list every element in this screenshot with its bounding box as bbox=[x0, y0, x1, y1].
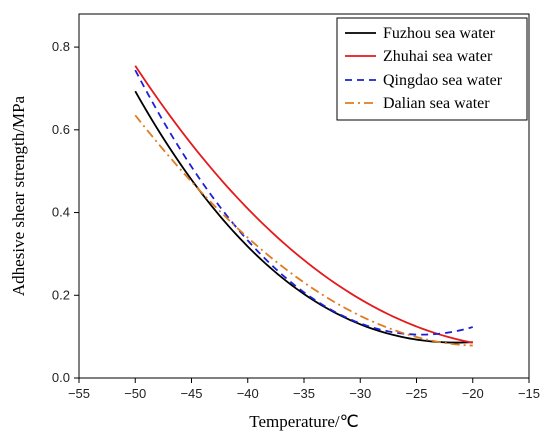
x-axis-title: Temperature/℃ bbox=[249, 412, 358, 431]
y-tick-label: 0.0 bbox=[52, 370, 70, 385]
y-tick-label: 0.2 bbox=[52, 287, 70, 302]
legend-label-fuzhou: Fuzhou sea water bbox=[383, 25, 496, 42]
legend-label-zhuhai: Zhuhai sea water bbox=[383, 48, 493, 65]
series-line-zhuhai bbox=[134, 65, 473, 344]
series-line-fuzhou bbox=[134, 90, 473, 344]
x-tick-label: −45 bbox=[180, 386, 202, 401]
x-tick-label: −40 bbox=[237, 386, 259, 401]
series-line-dalian bbox=[134, 114, 473, 347]
y-axis-title: Adhesive shear strength/MPa bbox=[9, 95, 28, 296]
x-tick-label: −50 bbox=[124, 386, 146, 401]
x-axis: −55 −50 −45 −40 −35 −30 −25 −20 −15 bbox=[68, 378, 540, 401]
series-layer bbox=[134, 65, 473, 347]
x-tick-label: −20 bbox=[462, 386, 484, 401]
x-tick-label: −25 bbox=[405, 386, 427, 401]
y-axis: 0.0 0.2 0.4 0.6 0.8 bbox=[52, 39, 79, 385]
x-tick-label: −55 bbox=[68, 386, 90, 401]
y-tick-label: 0.6 bbox=[52, 122, 70, 137]
legend-label-qingdao: Qingdao sea water bbox=[383, 72, 503, 89]
y-tick-label: 0.8 bbox=[52, 39, 70, 54]
legend: Fuzhou sea water Zhuhai sea water Qingda… bbox=[336, 17, 528, 121]
legend-label-dalian: Dalian sea water bbox=[383, 95, 490, 112]
x-tick-label: −35 bbox=[293, 386, 315, 401]
x-tick-label: −15 bbox=[518, 386, 540, 401]
series-line-qingdao bbox=[134, 69, 473, 336]
x-tick-label: −30 bbox=[349, 386, 371, 401]
y-tick-label: 0.4 bbox=[52, 205, 70, 220]
